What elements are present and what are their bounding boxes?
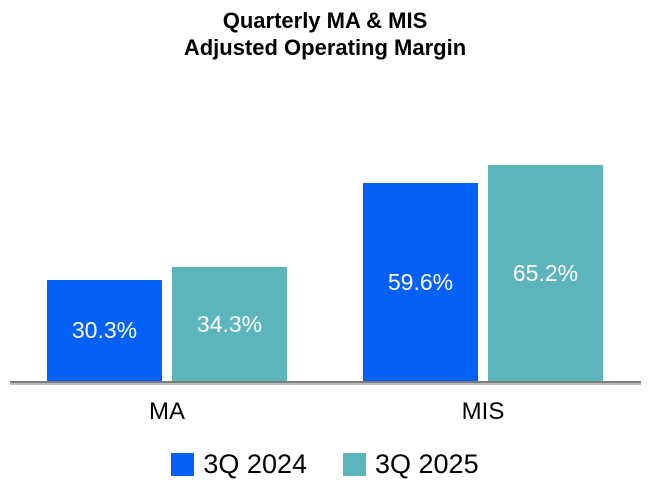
bar-value-label-ma-3q2025: 34.3% [196,310,263,337]
x-axis-label-mis: MIS [461,398,505,425]
chart-title-line1: Quarterly MA & MIS [222,8,428,33]
bar-ma-3q2025: 34.3% [172,267,287,381]
bar-mis-3q2025: 65.2% [488,165,603,381]
legend: 3Q 2024 3Q 2025 [0,451,650,478]
chart-title-line2: Adjusted Operating Margin [183,35,467,60]
legend-swatch-3q2025-icon [343,453,366,476]
legend-label-3q2024: 3Q 2024 [203,449,307,479]
legend-item-3q2024: 3Q 2024 [171,451,307,478]
legend-swatch-3q2024-icon [171,453,195,476]
x-axis-line [10,381,641,385]
bar-value-label-mis-3q2024: 59.6% [387,268,454,295]
bar-value-label-ma-3q2024: 30.3% [71,317,138,343]
bar-mis-3q2024: 59.6% [363,183,478,381]
bar-value-label-mis-3q2025: 65.2% [512,259,579,286]
chart-title: Quarterly MA & MIS Adjusted Operating Ma… [0,7,650,61]
legend-item-3q2025: 3Q 2025 [343,451,479,478]
x-axis-label-ma: MA [149,398,185,425]
bar-ma-3q2024: 30.3% [47,280,162,381]
legend-label-3q2025: 3Q 2025 [375,449,479,479]
